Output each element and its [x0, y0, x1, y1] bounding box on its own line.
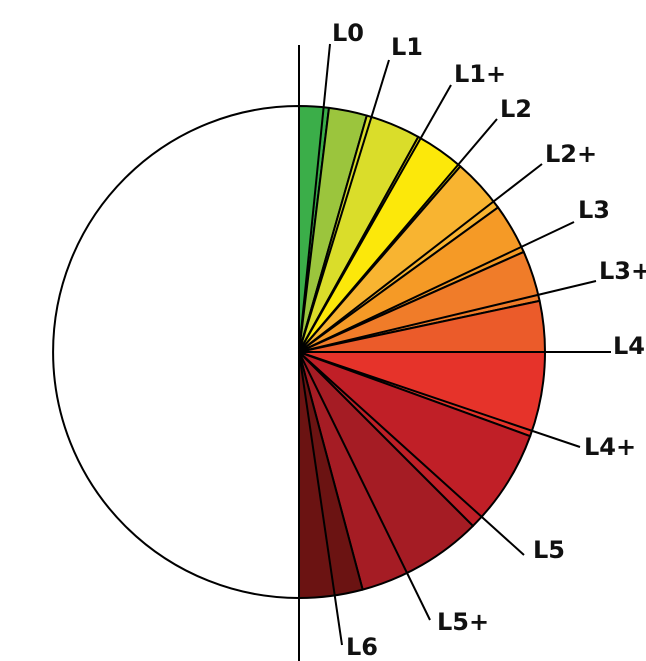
label-l2-plus: L2+: [545, 140, 597, 168]
leader-l2: [298, 118, 498, 353]
leader-l0: [298, 43, 331, 353]
level-wedges: [298, 104, 546, 599]
label-l4-plus: L4+: [584, 433, 636, 461]
leader-l3: [298, 221, 575, 353]
wedge-l5-plus: [298, 351, 474, 591]
label-l6: L6: [346, 633, 378, 661]
label-l0: L0: [332, 19, 364, 47]
label-l5: L5: [533, 536, 565, 564]
leader-l2-plus: [298, 163, 543, 353]
label-l3: L3: [578, 196, 610, 224]
label-l3-plus: L3+: [599, 257, 646, 285]
label-l4: L4: [613, 332, 645, 360]
leader-l6: [298, 351, 343, 646]
leader-l5-plus: [298, 351, 431, 621]
left-half-circle: [52, 104, 300, 600]
leader-l5: [298, 351, 525, 556]
wedge-l5: [298, 351, 532, 527]
leader-l1-plus: [298, 84, 452, 353]
label-l1-plus: L1+: [454, 60, 506, 88]
level-labels: L0 L1 L1+ L2 L2+ L3 L3+ L4 L4+ L5 L5+ L6: [332, 19, 646, 661]
label-l2: L2: [500, 95, 532, 123]
label-l1: L1: [391, 33, 423, 61]
leader-l3-plus: [298, 280, 597, 353]
label-l5-plus: L5+: [437, 608, 489, 636]
leader-l4-plus: [298, 351, 581, 448]
label-leader-lines: [298, 43, 611, 646]
leader-l1: [298, 59, 390, 353]
